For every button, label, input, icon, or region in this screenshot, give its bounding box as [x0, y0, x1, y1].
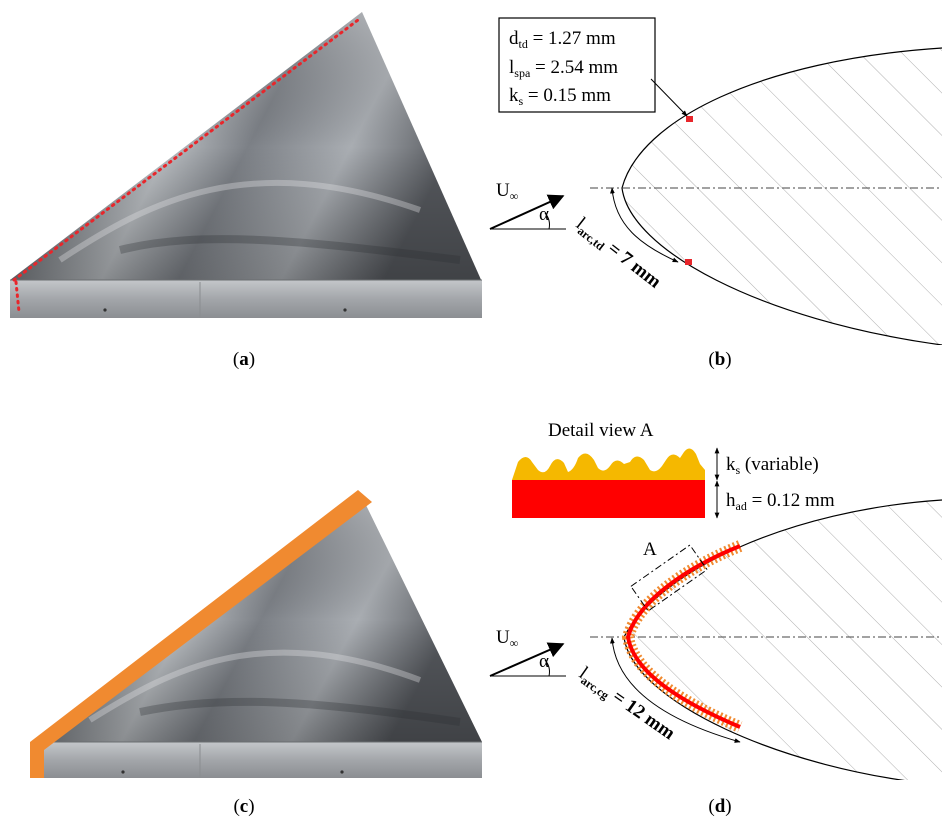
velocity-label-b: U∞: [496, 180, 518, 203]
panel-c-photo: [36, 497, 482, 778]
freestream-arrow-b: [489, 194, 566, 230]
param-l: lspa = 2.54 mm: [509, 57, 618, 80]
trip-dot-lower: [685, 259, 692, 265]
roughness-strip: [30, 490, 372, 778]
velocity-label-d: U∞: [496, 627, 518, 650]
caption-a: (a): [233, 349, 255, 370]
adhesive-layer: [512, 480, 705, 518]
arc-length-arrow-d: [610, 637, 741, 743]
grit-particles: [512, 448, 705, 480]
had-label: had = 0.12 mm: [726, 490, 835, 513]
arc-length-arrow-b: [610, 187, 679, 263]
angle-label-d: α: [539, 651, 549, 672]
params-box: dtd = 1.27 mm lspa = 2.54 mm ks = 0.15 m…: [498, 17, 656, 113]
ks-label: ks (variable): [726, 454, 819, 477]
angle-label-b: α: [539, 204, 549, 225]
param-d: dtd = 1.27 mm: [509, 28, 616, 51]
param-k: ks = 0.15 mm: [509, 85, 611, 108]
params-leader-arrow: [650, 78, 688, 117]
freestream-arrow-d: [489, 642, 566, 677]
trip-dot-upper: [686, 116, 693, 122]
caption-b: (b): [708, 349, 731, 370]
caption-c: (c): [233, 796, 254, 817]
panel-a-photo: [10, 12, 482, 318]
trip-dots-line: [12, 18, 360, 314]
caption-d: (d): [708, 796, 731, 817]
detail-view: Detail view A ks (variable) had = 0.12 m…: [512, 420, 835, 519]
svg-text:A: A: [643, 539, 657, 560]
detail-view-title: Detail view A: [548, 420, 654, 441]
